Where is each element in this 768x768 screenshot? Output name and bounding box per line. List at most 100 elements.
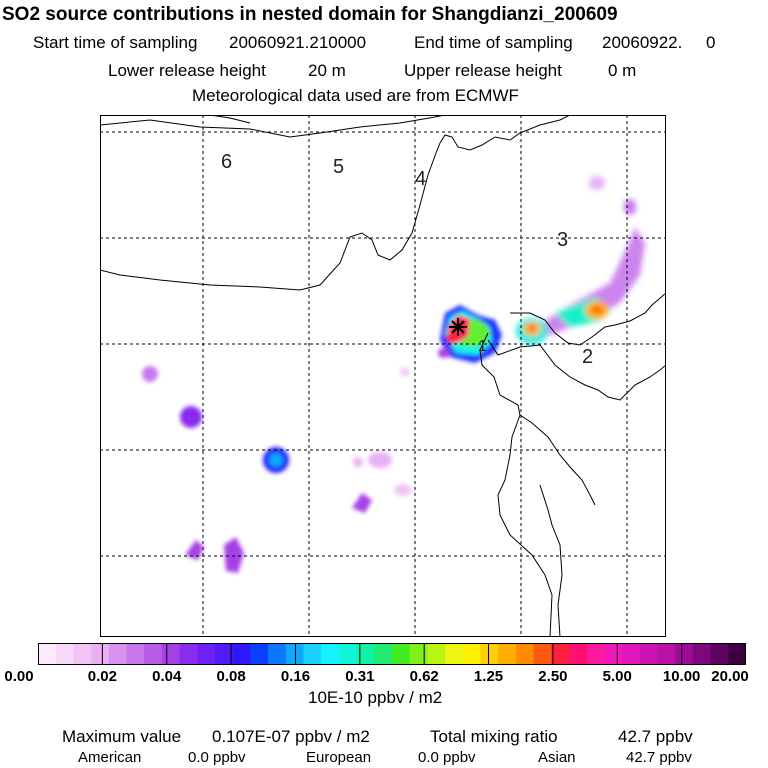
- end-time-value: 20060922. 0: [602, 33, 716, 52]
- grid-layer: [100, 115, 666, 637]
- colorbar-cell: [144, 643, 163, 665]
- colorbar-cell: [710, 643, 729, 665]
- colorbar-cell: [551, 643, 570, 665]
- colorbar-cell: [392, 643, 411, 665]
- colorbar-tick-label: 0.04: [152, 668, 182, 685]
- colorbar-cell: [321, 643, 340, 665]
- colorbar-cell: [604, 643, 623, 665]
- colorbar-unit: 10E-10 ppbv / m2: [308, 688, 443, 707]
- colorbar-cell: [639, 643, 658, 665]
- coastline-layer: [100, 115, 666, 637]
- map-frame: [100, 115, 666, 637]
- chart-title: SO2 source contributions in nested domai…: [2, 4, 618, 25]
- colorbar-cell: [126, 643, 145, 665]
- max-value-label: Maximum value: [62, 727, 182, 746]
- colorbar-dividers: [101, 643, 683, 665]
- colorbar-cell: [533, 643, 552, 665]
- colorbar-cell: [215, 643, 234, 665]
- colorbar-cell: [356, 643, 375, 665]
- colorbar-cell: [480, 643, 499, 665]
- colorbar: [38, 643, 746, 665]
- colorbar-cell: [728, 643, 746, 665]
- colorbar-cell: [232, 643, 251, 665]
- coastline-4: [479, 332, 553, 637]
- colorbar-cell: [498, 643, 517, 665]
- coastline: [100, 115, 571, 291]
- region-labels: 6 5 4 3 2 1: [221, 151, 593, 368]
- colorbar-cell: [338, 643, 358, 665]
- plume-station-tail: [438, 348, 450, 358]
- lower-release-label: Lower release height: [108, 61, 266, 80]
- colorbar-cell: [38, 643, 57, 665]
- colorbar-cell: [462, 643, 481, 665]
- plume-north-spot: [589, 176, 605, 190]
- colorbar-cell: [427, 643, 446, 665]
- coastline-5: [510, 292, 666, 346]
- plume-southwest-1: [185, 540, 204, 560]
- end-time-label: End time of sampling: [414, 33, 573, 52]
- region-label-3: 3: [557, 229, 568, 251]
- plume-west-purple: [180, 406, 202, 428]
- colorbar-cell: [692, 643, 712, 665]
- region-label-1: 1: [478, 338, 487, 355]
- coastline-7: [519, 414, 596, 506]
- colorbar-cell: [179, 643, 198, 665]
- total-mixing-label: Total mixing ratio: [430, 727, 558, 746]
- colorbar-cell: [73, 643, 92, 665]
- colorbar-cell: [285, 643, 304, 665]
- colorbar-cell: [409, 643, 428, 665]
- colorbar-cell: [250, 643, 269, 665]
- upper-release-value: 0 m: [608, 61, 637, 80]
- colorbar-cell: [91, 643, 110, 665]
- colorbar-tick-label: 0.62: [409, 668, 439, 685]
- colorbar-frame: [38, 643, 746, 665]
- colorbar-cell: [622, 643, 641, 665]
- colorbar-tick-label: 10.00: [662, 668, 701, 685]
- coastline-2: [100, 115, 446, 138]
- region-label-5: 5: [333, 156, 344, 178]
- plume-south-2: [368, 452, 392, 468]
- met-data-line: Meteorological data used are from ECMWF: [192, 86, 519, 105]
- plume-hotspot-east-core: [592, 306, 602, 314]
- colorbar-cell: [303, 643, 322, 665]
- total-mixing-value: 42.7 ppbv: [618, 727, 693, 746]
- american-label: American: [78, 749, 142, 766]
- asian-label: Asian: [538, 749, 576, 766]
- region-label-2: 2: [582, 346, 593, 368]
- european-value: 0.0 ppbv: [418, 749, 476, 766]
- european-label: European: [306, 749, 372, 766]
- colorbar-tick-label: 0.31: [345, 668, 375, 685]
- colorbar-cell: [374, 643, 393, 665]
- colorbar-cell: [515, 643, 535, 665]
- colorbar-cell: [569, 643, 588, 665]
- plume-mid: [400, 368, 410, 376]
- max-value: 0.107E-07 ppbv / m2: [212, 727, 370, 746]
- colorbar-tick-label: 5.00: [602, 668, 632, 685]
- american-value: 0.0 ppbv: [188, 749, 246, 766]
- colorbar-tick-label: 2.50: [538, 668, 568, 685]
- lower-release-value: 20 m: [308, 61, 346, 80]
- coastline-3: [209, 115, 251, 124]
- region-label-4: 4: [415, 168, 426, 190]
- plume-south-1: [352, 493, 372, 513]
- start-time-value: 20060921.210000: [229, 33, 367, 52]
- plume-west-blue-core: [269, 453, 283, 467]
- plume-layer: [142, 176, 645, 573]
- colorbar-tick-label: 0.02: [87, 668, 117, 685]
- plume-far-west: [142, 366, 158, 382]
- start-time-label: Start time of sampling: [33, 33, 198, 52]
- colorbar-cell: [586, 643, 605, 665]
- colorbar-cell: [108, 643, 127, 665]
- colorbar-cells: [38, 643, 746, 665]
- coastline-6: [487, 339, 666, 401]
- colorbar-cell: [657, 643, 676, 665]
- plume-mid-east-red: [528, 325, 536, 331]
- plume-south-4: [394, 484, 412, 496]
- colorbar-cell: [268, 643, 287, 665]
- region-label-6: 6: [221, 151, 232, 173]
- colorbar-tick-label: 0.00: [4, 668, 34, 685]
- colorbar-tick-label: 0.16: [280, 668, 311, 685]
- coastline-8: [539, 484, 563, 637]
- colorbar-cell: [197, 643, 216, 665]
- plume-southwest-2: [224, 537, 244, 573]
